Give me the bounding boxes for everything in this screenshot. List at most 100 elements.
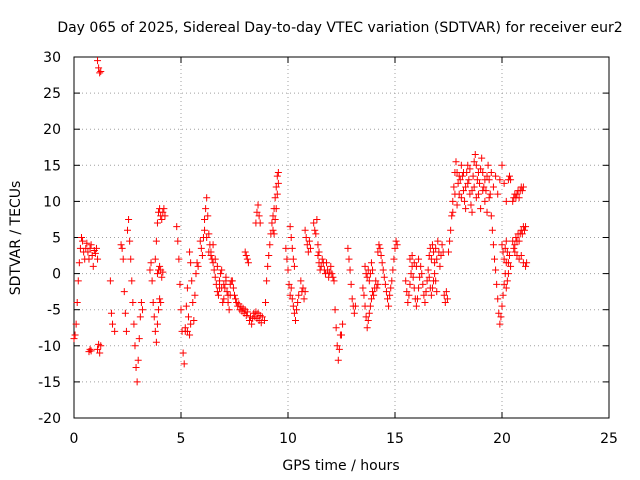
data-point (216, 284, 224, 292)
data-point (286, 223, 294, 231)
data-point (189, 298, 197, 306)
data-point (129, 298, 137, 306)
data-point (305, 237, 313, 245)
data-point (173, 223, 181, 231)
data-point (477, 205, 485, 213)
data-point (403, 288, 411, 296)
data-point (159, 268, 167, 276)
data-point (346, 266, 354, 274)
data-point (318, 255, 326, 263)
data-point (186, 331, 194, 339)
data-point (431, 259, 439, 267)
data-point (345, 255, 353, 263)
data-point (179, 349, 187, 357)
data-point (264, 262, 272, 270)
data-point (273, 172, 281, 180)
data-point (459, 169, 467, 177)
data-point (149, 298, 157, 306)
data-point (491, 255, 499, 263)
data-point (487, 212, 495, 220)
data-point (285, 280, 293, 288)
data-point (510, 244, 518, 252)
data-point (370, 291, 378, 299)
data-point (362, 313, 370, 321)
data-point (303, 241, 311, 249)
data-point (406, 255, 414, 263)
data-point (87, 347, 95, 355)
data-point (272, 205, 280, 213)
data-point (152, 237, 160, 245)
data-point (217, 270, 225, 278)
data-point (404, 298, 412, 306)
x-tick-label: 5 (177, 431, 186, 447)
data-point (367, 259, 375, 267)
data-point (158, 273, 166, 281)
data-point (269, 212, 277, 220)
data-point (402, 277, 410, 285)
data-point (94, 57, 102, 65)
data-point (212, 280, 220, 288)
data-point (85, 255, 93, 263)
y-axis-title: SDTVAR / TECUs (8, 181, 24, 296)
data-point (374, 280, 382, 288)
data-point (335, 345, 343, 353)
data-point (365, 277, 373, 285)
data-point (473, 176, 481, 184)
data-point (512, 234, 520, 241)
data-point (338, 331, 345, 339)
data-point (438, 241, 446, 249)
data-point (496, 320, 504, 328)
data-point (447, 226, 455, 234)
data-point (209, 241, 217, 249)
data-point (522, 262, 530, 270)
data-point (74, 277, 82, 285)
data-point (160, 205, 168, 213)
data-point (485, 194, 493, 202)
data-point (369, 266, 377, 274)
data-point (464, 179, 472, 187)
data-point (158, 215, 166, 223)
data-point (133, 378, 141, 386)
data-point (496, 176, 504, 184)
data-point (153, 219, 161, 227)
data-point (282, 244, 290, 252)
data-point (289, 255, 297, 263)
data-point (183, 284, 191, 292)
data-point (498, 161, 506, 169)
data-point (503, 277, 511, 285)
data-point (224, 291, 232, 299)
data-point (244, 259, 252, 267)
data-point (124, 226, 131, 234)
x-tick-label: 10 (279, 431, 297, 447)
data-point (201, 215, 209, 223)
data-point (111, 327, 119, 335)
y-tick-label: 15 (43, 158, 61, 174)
data-point (186, 248, 194, 256)
data-point (517, 252, 525, 260)
data-point (361, 262, 369, 270)
data-point (255, 212, 263, 220)
y-tick-label: 30 (43, 50, 61, 66)
data-point (502, 237, 510, 245)
data-point (130, 320, 138, 328)
data-point (314, 252, 322, 260)
data-point (425, 273, 433, 281)
data-point (210, 266, 218, 274)
data-point (107, 309, 115, 317)
data-point (83, 239, 91, 247)
data-point (79, 237, 87, 245)
data-point (350, 309, 358, 317)
data-point (329, 273, 337, 281)
data-point (156, 262, 164, 270)
data-point (330, 277, 338, 285)
data-point (495, 309, 503, 317)
data-point (392, 237, 400, 245)
data-point (432, 277, 440, 285)
y-tick-labels: -20 -15 -10 -5 0 5 10 15 20 25 30 (38, 50, 61, 427)
data-point (119, 255, 127, 263)
data-point (205, 248, 213, 256)
data-point (457, 194, 465, 202)
data-point (258, 313, 266, 321)
data-point (270, 230, 278, 238)
